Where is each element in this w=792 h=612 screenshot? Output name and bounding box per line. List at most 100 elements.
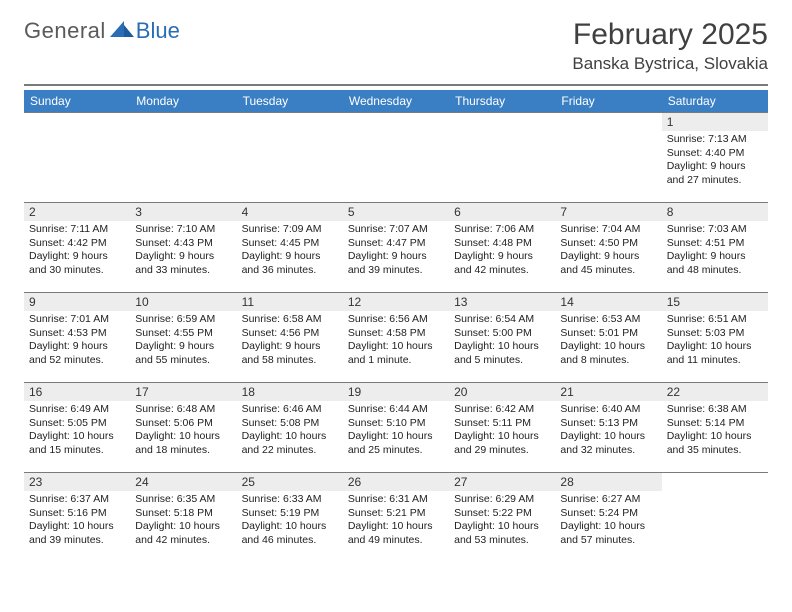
day-number: 3 bbox=[130, 203, 236, 221]
day-body: Sunrise: 6:48 AMSunset: 5:06 PMDaylight:… bbox=[130, 401, 236, 462]
day-number: 8 bbox=[662, 203, 768, 221]
day-body: Sunrise: 6:51 AMSunset: 5:03 PMDaylight:… bbox=[662, 311, 768, 372]
day-body: Sunrise: 7:07 AMSunset: 4:47 PMDaylight:… bbox=[343, 221, 449, 282]
logo-text-general: General bbox=[24, 18, 106, 44]
calendar-cell: 10Sunrise: 6:59 AMSunset: 4:55 PMDayligh… bbox=[130, 293, 236, 383]
calendar-cell: 24Sunrise: 6:35 AMSunset: 5:18 PMDayligh… bbox=[130, 473, 236, 563]
day-number: 2 bbox=[24, 203, 130, 221]
calendar-week-row: ............1Sunrise: 7:13 AMSunset: 4:4… bbox=[24, 113, 768, 203]
calendar-cell-empty: .. bbox=[662, 473, 768, 563]
day-body: Sunrise: 6:40 AMSunset: 5:13 PMDaylight:… bbox=[555, 401, 661, 462]
weekday-header: Tuesday bbox=[237, 90, 343, 113]
calendar-cell: 1Sunrise: 7:13 AMSunset: 4:40 PMDaylight… bbox=[662, 113, 768, 203]
weekday-header-row: SundayMondayTuesdayWednesdayThursdayFrid… bbox=[24, 90, 768, 113]
day-number: 21 bbox=[555, 383, 661, 401]
calendar-cell: 9Sunrise: 7:01 AMSunset: 4:53 PMDaylight… bbox=[24, 293, 130, 383]
day-number: 10 bbox=[130, 293, 236, 311]
weekday-header: Friday bbox=[555, 90, 661, 113]
location: Banska Bystrica, Slovakia bbox=[572, 54, 768, 74]
day-body: Sunrise: 7:13 AMSunset: 4:40 PMDaylight:… bbox=[662, 131, 768, 192]
weekday-header: Saturday bbox=[662, 90, 768, 113]
day-body: Sunrise: 7:03 AMSunset: 4:51 PMDaylight:… bbox=[662, 221, 768, 282]
calendar-cell: 3Sunrise: 7:10 AMSunset: 4:43 PMDaylight… bbox=[130, 203, 236, 293]
weekday-header: Thursday bbox=[449, 90, 555, 113]
triangle-icon bbox=[110, 19, 134, 37]
day-body: Sunrise: 6:58 AMSunset: 4:56 PMDaylight:… bbox=[237, 311, 343, 372]
day-body: Sunrise: 6:37 AMSunset: 5:16 PMDaylight:… bbox=[24, 491, 130, 552]
day-number: 14 bbox=[555, 293, 661, 311]
logo: General Blue bbox=[24, 18, 180, 44]
day-number: 7 bbox=[555, 203, 661, 221]
day-body: Sunrise: 6:38 AMSunset: 5:14 PMDaylight:… bbox=[662, 401, 768, 462]
calendar-body: ............ 1Sunrise: 7:13 AMSunset: 4:4… bbox=[24, 113, 768, 563]
calendar-week-row: 23Sunrise: 6:37 AMSunset: 5:16 PMDayligh… bbox=[24, 473, 768, 563]
day-body: Sunrise: 7:04 AMSunset: 4:50 PMDaylight:… bbox=[555, 221, 661, 282]
day-number: 12 bbox=[343, 293, 449, 311]
day-number: 4 bbox=[237, 203, 343, 221]
day-number: 16 bbox=[24, 383, 130, 401]
day-number: 17 bbox=[130, 383, 236, 401]
day-number: 5 bbox=[343, 203, 449, 221]
day-number: 18 bbox=[237, 383, 343, 401]
weekday-header: Monday bbox=[130, 90, 236, 113]
day-number: 22 bbox=[662, 383, 768, 401]
day-body: Sunrise: 6:46 AMSunset: 5:08 PMDaylight:… bbox=[237, 401, 343, 462]
day-body: Sunrise: 7:06 AMSunset: 4:48 PMDaylight:… bbox=[449, 221, 555, 282]
calendar-cell: 14Sunrise: 6:53 AMSunset: 5:01 PMDayligh… bbox=[555, 293, 661, 383]
day-number: 28 bbox=[555, 473, 661, 491]
calendar-cell: 16Sunrise: 6:49 AMSunset: 5:05 PMDayligh… bbox=[24, 383, 130, 473]
day-body: Sunrise: 6:29 AMSunset: 5:22 PMDaylight:… bbox=[449, 491, 555, 552]
day-body: Sunrise: 6:31 AMSunset: 5:21 PMDaylight:… bbox=[343, 491, 449, 552]
day-body: Sunrise: 6:49 AMSunset: 5:05 PMDaylight:… bbox=[24, 401, 130, 462]
day-body: Sunrise: 6:56 AMSunset: 4:58 PMDaylight:… bbox=[343, 311, 449, 372]
day-body: Sunrise: 7:09 AMSunset: 4:45 PMDaylight:… bbox=[237, 221, 343, 282]
day-body: Sunrise: 7:11 AMSunset: 4:42 PMDaylight:… bbox=[24, 221, 130, 282]
calendar-cell: 18Sunrise: 6:46 AMSunset: 5:08 PMDayligh… bbox=[237, 383, 343, 473]
day-number: 27 bbox=[449, 473, 555, 491]
calendar-week-row: 9Sunrise: 7:01 AMSunset: 4:53 PMDaylight… bbox=[24, 293, 768, 383]
day-number: 23 bbox=[24, 473, 130, 491]
day-number: 9 bbox=[24, 293, 130, 311]
calendar-cell-empty: .. bbox=[130, 113, 236, 203]
day-body: Sunrise: 6:44 AMSunset: 5:10 PMDaylight:… bbox=[343, 401, 449, 462]
day-body: Sunrise: 7:01 AMSunset: 4:53 PMDaylight:… bbox=[24, 311, 130, 372]
day-number: 20 bbox=[449, 383, 555, 401]
calendar-cell-empty: .. bbox=[343, 113, 449, 203]
page-title: February 2025 bbox=[572, 18, 768, 52]
day-number: 26 bbox=[343, 473, 449, 491]
calendar-cell: 12Sunrise: 6:56 AMSunset: 4:58 PMDayligh… bbox=[343, 293, 449, 383]
day-body: Sunrise: 6:54 AMSunset: 5:00 PMDaylight:… bbox=[449, 311, 555, 372]
calendar-cell: 4Sunrise: 7:09 AMSunset: 4:45 PMDaylight… bbox=[237, 203, 343, 293]
divider bbox=[24, 84, 768, 86]
day-body: Sunrise: 6:42 AMSunset: 5:11 PMDaylight:… bbox=[449, 401, 555, 462]
calendar-cell: 19Sunrise: 6:44 AMSunset: 5:10 PMDayligh… bbox=[343, 383, 449, 473]
calendar-cell: 15Sunrise: 6:51 AMSunset: 5:03 PMDayligh… bbox=[662, 293, 768, 383]
calendar-cell: 13Sunrise: 6:54 AMSunset: 5:00 PMDayligh… bbox=[449, 293, 555, 383]
day-number: 11 bbox=[237, 293, 343, 311]
calendar-cell-empty: .. bbox=[24, 113, 130, 203]
day-body: Sunrise: 6:33 AMSunset: 5:19 PMDaylight:… bbox=[237, 491, 343, 552]
calendar-table: SundayMondayTuesdayWednesdayThursdayFrid… bbox=[24, 90, 768, 563]
day-number: 15 bbox=[662, 293, 768, 311]
weekday-header: Sunday bbox=[24, 90, 130, 113]
title-block: February 2025 Banska Bystrica, Slovakia bbox=[572, 18, 768, 78]
calendar-cell-empty: .. bbox=[237, 113, 343, 203]
calendar-cell: 23Sunrise: 6:37 AMSunset: 5:16 PMDayligh… bbox=[24, 473, 130, 563]
day-number: 1 bbox=[662, 113, 768, 131]
day-number: 19 bbox=[343, 383, 449, 401]
calendar-cell-empty: .. bbox=[449, 113, 555, 203]
calendar-cell: 5Sunrise: 7:07 AMSunset: 4:47 PMDaylight… bbox=[343, 203, 449, 293]
calendar-cell: 6Sunrise: 7:06 AMSunset: 4:48 PMDaylight… bbox=[449, 203, 555, 293]
calendar-cell: 2Sunrise: 7:11 AMSunset: 4:42 PMDaylight… bbox=[24, 203, 130, 293]
day-body: Sunrise: 7:10 AMSunset: 4:43 PMDaylight:… bbox=[130, 221, 236, 282]
day-body: Sunrise: 6:27 AMSunset: 5:24 PMDaylight:… bbox=[555, 491, 661, 552]
calendar-cell: 11Sunrise: 6:58 AMSunset: 4:56 PMDayligh… bbox=[237, 293, 343, 383]
calendar-cell: 26Sunrise: 6:31 AMSunset: 5:21 PMDayligh… bbox=[343, 473, 449, 563]
calendar-week-row: 2Sunrise: 7:11 AMSunset: 4:42 PMDaylight… bbox=[24, 203, 768, 293]
day-number: 24 bbox=[130, 473, 236, 491]
day-body: Sunrise: 6:59 AMSunset: 4:55 PMDaylight:… bbox=[130, 311, 236, 372]
weekday-header: Wednesday bbox=[343, 90, 449, 113]
calendar-cell: 25Sunrise: 6:33 AMSunset: 5:19 PMDayligh… bbox=[237, 473, 343, 563]
day-body: Sunrise: 6:35 AMSunset: 5:18 PMDaylight:… bbox=[130, 491, 236, 552]
day-number: 25 bbox=[237, 473, 343, 491]
